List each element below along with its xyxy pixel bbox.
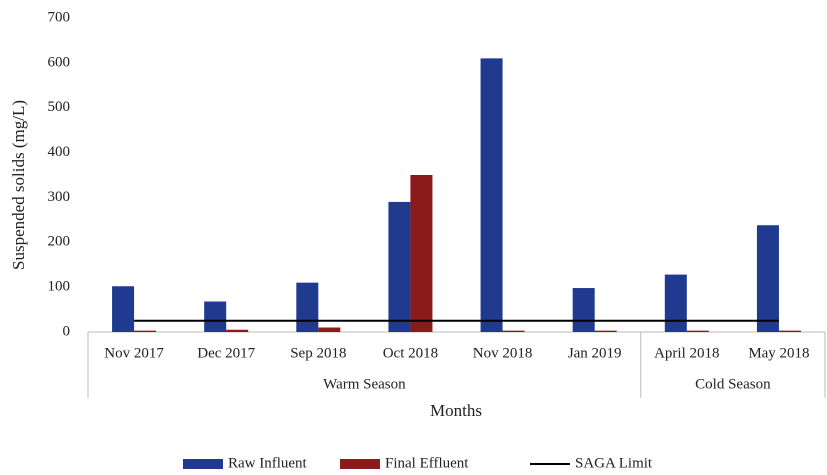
x-tick-label: Nov 2018 bbox=[473, 345, 533, 361]
legend-label: SAGA Limit bbox=[575, 455, 653, 471]
group-label: Cold Season bbox=[695, 376, 771, 392]
y-tick-label: 200 bbox=[48, 234, 71, 250]
y-tick-label: 300 bbox=[48, 189, 71, 205]
bar bbox=[410, 175, 433, 332]
bar bbox=[226, 329, 249, 332]
x-tick-label: Oct 2018 bbox=[383, 345, 438, 361]
x-axis-label: Months bbox=[430, 401, 482, 420]
group-label: Warm Season bbox=[323, 376, 406, 392]
y-axis-label: Suspended solids (mg/L) bbox=[9, 100, 28, 270]
bar bbox=[756, 225, 779, 332]
y-tick-label: 700 bbox=[48, 9, 71, 25]
x-tick-label: April 2018 bbox=[654, 345, 719, 361]
legend-swatch bbox=[340, 459, 380, 469]
bar bbox=[664, 274, 687, 332]
bar bbox=[480, 58, 503, 332]
x-tick-label: May 2018 bbox=[748, 345, 809, 361]
y-tick-label: 500 bbox=[48, 99, 71, 115]
bar bbox=[686, 330, 709, 332]
x-tick-label: Sep 2018 bbox=[290, 345, 346, 361]
legend-swatch bbox=[183, 459, 223, 469]
bar bbox=[134, 330, 157, 332]
bar bbox=[204, 301, 227, 332]
x-tick-label: Dec 2017 bbox=[197, 345, 255, 361]
bar bbox=[388, 201, 411, 332]
x-tick-label: Jan 2019 bbox=[568, 345, 622, 361]
bar bbox=[778, 330, 801, 332]
y-tick-label: 400 bbox=[48, 144, 71, 160]
legend-label: Raw Influent bbox=[228, 455, 308, 471]
x-tick-label: Nov 2017 bbox=[104, 345, 164, 361]
bar bbox=[318, 327, 341, 332]
y-tick-label: 100 bbox=[48, 279, 71, 295]
bar bbox=[594, 330, 617, 332]
y-tick-label: 600 bbox=[48, 54, 71, 70]
y-tick-label: 0 bbox=[63, 323, 71, 339]
bar bbox=[572, 288, 595, 332]
bar bbox=[296, 282, 319, 332]
bar bbox=[502, 330, 525, 332]
bar bbox=[112, 286, 135, 332]
legend-label: Final Effluent bbox=[385, 455, 469, 471]
